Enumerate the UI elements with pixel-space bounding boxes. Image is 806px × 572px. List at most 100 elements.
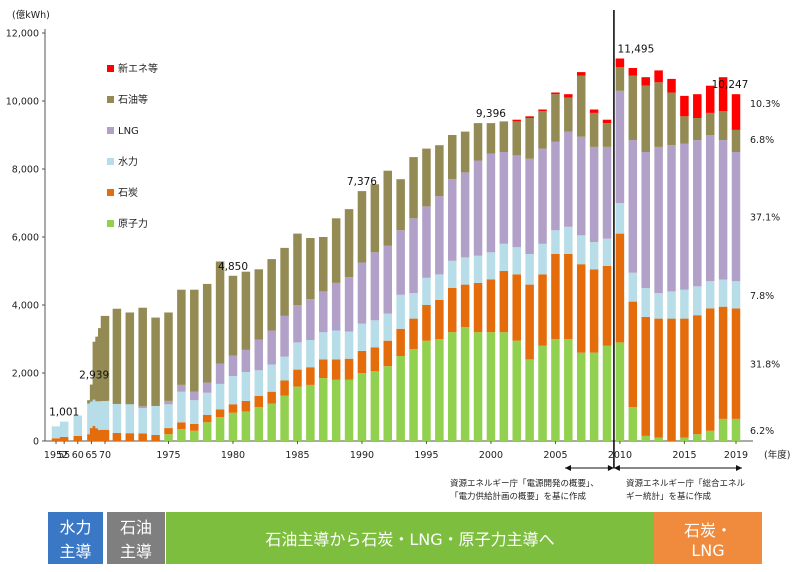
- bar-segment: [718, 279, 728, 307]
- source-note-right: 資源エネルギー庁「総合エネル ギー統計」を基に作成: [626, 479, 746, 502]
- bar-segment: [576, 72, 586, 76]
- legend-swatch: [107, 158, 114, 165]
- bar-segment: [705, 112, 715, 135]
- bar-segment: [512, 155, 521, 248]
- x-tick-label: 2015: [672, 450, 696, 461]
- bar-segment: [164, 404, 173, 429]
- bar-segment: [190, 430, 199, 441]
- bar-segment: [370, 320, 380, 348]
- x-tick-label: 1952: [44, 450, 68, 461]
- bar-segment: [460, 284, 470, 328]
- x-tick-label: 1995: [414, 450, 438, 461]
- bar-segment: [564, 97, 573, 132]
- y-tick-label: 12,000: [6, 29, 39, 40]
- bar-segment: [512, 119, 521, 122]
- bar-segment: [615, 90, 625, 203]
- x-tick-label: 1985: [285, 450, 309, 461]
- bar-segment: [641, 152, 650, 288]
- bar-segment: [241, 411, 251, 441]
- bar-segment: [589, 269, 599, 353]
- bar-segment: [615, 67, 625, 91]
- bar-segment: [615, 58, 625, 67]
- bar-segment: [280, 380, 289, 396]
- bar-segment: [654, 437, 663, 441]
- total-label: 7,376: [347, 176, 377, 188]
- bar-segment: [202, 422, 212, 441]
- chart-axes: 0 2,000 4,000 6,000 8,000 10,000 12,000 (億kWh) 1…: [6, 9, 790, 471]
- bar-segment: [693, 118, 702, 141]
- bar-segment: [177, 422, 186, 430]
- bar-segment: [615, 203, 625, 234]
- bar-segment: [718, 77, 728, 112]
- bar-segment: [435, 299, 444, 339]
- bar-segment: [615, 342, 625, 441]
- bar-segment: [319, 237, 328, 292]
- bar-segment: [357, 191, 367, 263]
- bar-segment: [551, 254, 560, 339]
- bar-segment: [705, 135, 715, 282]
- bar-segment: [564, 254, 573, 339]
- arrow-head: [613, 465, 620, 471]
- bar-segment: [267, 259, 276, 331]
- legend-swatch: [107, 220, 114, 227]
- bar-segment: [331, 379, 341, 441]
- bar-segment: [59, 436, 69, 441]
- bar-segment: [164, 312, 173, 401]
- x-tick-label: 2019: [724, 450, 748, 461]
- bar-segment: [693, 94, 702, 118]
- bar-segment: [435, 196, 444, 275]
- bar-segment: [499, 271, 509, 333]
- bar-segment: [306, 384, 315, 441]
- bar-segment: [112, 432, 122, 441]
- bar-segment: [602, 238, 612, 266]
- bar-segment: [576, 352, 586, 441]
- bar-segment: [718, 418, 728, 441]
- y-tick-label: 2,000: [12, 369, 39, 380]
- era-band-oil: 石油 主導: [107, 512, 165, 564]
- bar-segment: [370, 252, 380, 321]
- bar-segment: [267, 364, 276, 392]
- bar-segment: [293, 233, 302, 305]
- y-tick-label: 10,000: [6, 97, 39, 108]
- bar-segment: [151, 317, 160, 406]
- bar-segment: [551, 94, 560, 142]
- bar-segment: [319, 378, 328, 441]
- bar-segment: [589, 352, 599, 441]
- legend-label: 石油等: [118, 93, 148, 106]
- bar-segment: [538, 345, 547, 441]
- x-tick-label: 1990: [350, 450, 374, 461]
- bar-segment: [319, 359, 328, 379]
- bar-segment: [280, 395, 289, 441]
- total-label: 1,001: [49, 407, 79, 419]
- bar-segment: [228, 376, 238, 405]
- bar-segment: [460, 131, 470, 173]
- bar-segment: [215, 261, 225, 364]
- bar-segment: [100, 315, 110, 401]
- bar-segment: [344, 331, 354, 359]
- y-tick-label: 8,000: [12, 165, 39, 176]
- bar-segment: [383, 313, 393, 341]
- bar-segment: [396, 356, 405, 441]
- chart-bars: [51, 58, 741, 441]
- bar-segment: [641, 77, 650, 86]
- x-axis-label: (年度): [764, 449, 790, 461]
- bar-segment: [331, 282, 341, 331]
- bar-segment: [435, 145, 444, 197]
- bar-segment: [602, 119, 612, 124]
- bar-segment: [680, 143, 689, 290]
- bar-segment: [409, 157, 418, 219]
- bar-segment: [138, 406, 147, 409]
- bar-segment: [267, 330, 276, 365]
- bar-segment: [357, 373, 367, 441]
- bar-segment: [383, 170, 393, 246]
- bar-segment: [628, 75, 638, 141]
- bar-segment: [602, 265, 612, 346]
- bar-segment: [447, 179, 457, 261]
- bar-segment: [667, 318, 676, 441]
- bar-segment: [576, 264, 586, 353]
- bar-segment: [435, 274, 444, 300]
- bar-segment: [51, 438, 61, 441]
- bar-segment: [473, 255, 483, 283]
- bar-segment: [731, 94, 741, 130]
